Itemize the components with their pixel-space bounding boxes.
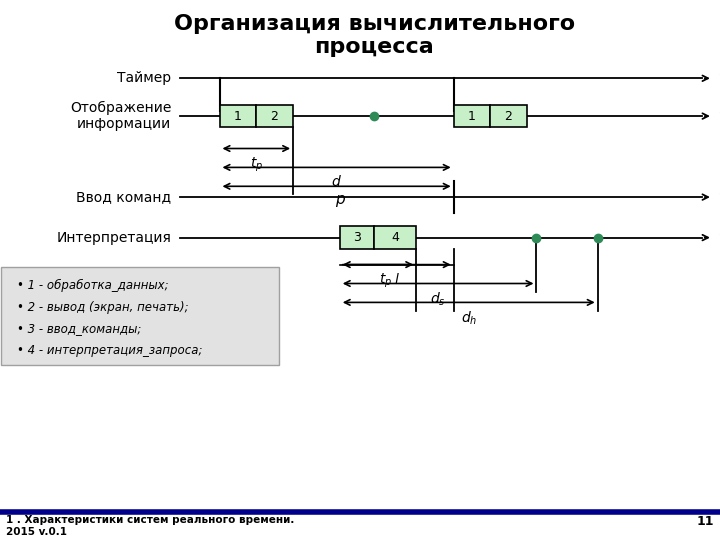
Text: $d_h$: $d_h$ xyxy=(461,309,477,327)
Text: Отображение
информации: Отображение информации xyxy=(70,101,171,131)
Text: t: t xyxy=(719,71,720,85)
Text: t: t xyxy=(719,109,720,123)
Text: t: t xyxy=(719,231,720,245)
Text: 2: 2 xyxy=(271,110,278,123)
Text: • 1 - обработка_данных;: • 1 - обработка_данных; xyxy=(17,279,169,292)
Text: 1: 1 xyxy=(234,110,241,123)
Bar xyxy=(490,105,527,127)
Text: Ввод команд: Ввод команд xyxy=(76,190,171,204)
Text: Интерпретация: Интерпретация xyxy=(56,231,171,245)
Text: • 3 - ввод_команды;: • 3 - ввод_команды; xyxy=(17,322,142,335)
Text: 3: 3 xyxy=(354,231,361,244)
Text: • 2 - вывод (экран, печать);: • 2 - вывод (экран, печать); xyxy=(17,301,189,314)
Text: $t_p$: $t_p$ xyxy=(250,156,263,174)
Text: $d$: $d$ xyxy=(331,174,342,190)
Bar xyxy=(374,226,416,249)
Text: $t_p$: $t_p$ xyxy=(379,272,392,290)
Text: • 4 - интерпретация_запроса;: • 4 - интерпретация_запроса; xyxy=(17,344,203,357)
Text: Таймер: Таймер xyxy=(117,71,171,85)
Text: 1 . Характеристики систем реального времени.
2015 v.0.1: 1 . Характеристики систем реального врем… xyxy=(6,515,294,537)
Bar xyxy=(256,105,293,127)
Bar xyxy=(340,226,374,249)
Text: 11: 11 xyxy=(697,515,714,528)
Text: 2: 2 xyxy=(505,110,512,123)
Text: 4: 4 xyxy=(392,231,399,244)
Bar xyxy=(454,105,490,127)
Text: t: t xyxy=(719,190,720,204)
Text: 1: 1 xyxy=(468,110,475,123)
Bar xyxy=(1,267,279,365)
Bar xyxy=(220,105,256,127)
Text: $l$: $l$ xyxy=(394,272,400,287)
Text: Организация вычислительного
процесса: Организация вычислительного процесса xyxy=(174,14,575,57)
Text: $d_s$: $d_s$ xyxy=(431,291,446,308)
Text: $p$: $p$ xyxy=(335,193,346,210)
